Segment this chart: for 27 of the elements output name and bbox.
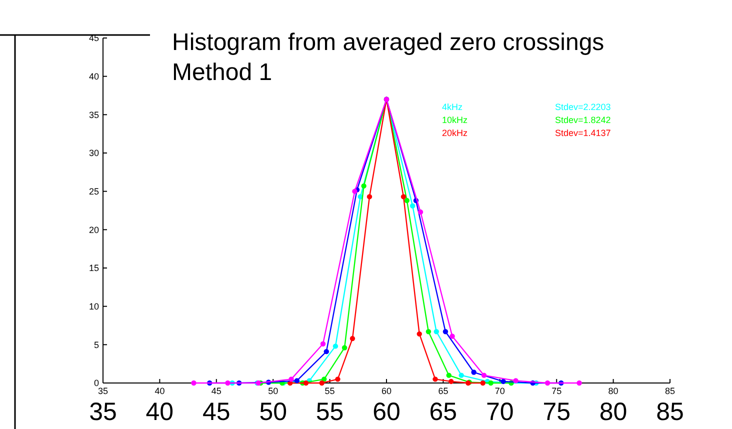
x-tick-label: 85 (664, 386, 676, 396)
text: Method 1 (172, 59, 272, 86)
text: 10kHz (442, 115, 468, 125)
x-tick-label: 75 (552, 386, 562, 396)
x-tick-label: 80 (608, 386, 618, 396)
y-tick-label: 35 (88, 110, 99, 120)
x-tick-label: 70 (494, 386, 505, 396)
x-tick-label: 55 (324, 386, 335, 396)
annotation: Stdev=2.2203 (555, 102, 611, 112)
annotation: Stdev=1.4137 (555, 128, 611, 138)
x-tick-label: 45 (211, 386, 222, 396)
x-tick-label: 60 (381, 386, 392, 396)
x-tick-label: 40 (154, 386, 165, 396)
text: 20kHz (442, 128, 468, 138)
y-tick-label: 5 (94, 340, 99, 350)
y-tick-label: 25 (88, 186, 99, 196)
y-tick-label: 40 (88, 71, 99, 82)
y-tick-label: 0 (94, 378, 99, 388)
y-tick-label: 20 (88, 224, 99, 235)
annotation: Stdev=1.8242 (555, 115, 611, 125)
x-tick-label: 50 (268, 386, 278, 396)
text: 4kHz (442, 102, 464, 112)
y-tick-label: 15 (88, 263, 99, 274)
y-tick-label: 30 (88, 148, 99, 158)
x-tick-label: 65 (438, 386, 448, 396)
chart-title: Histogram from averaged zero crossings (172, 29, 604, 56)
y-tick-label: 10 (88, 301, 99, 312)
